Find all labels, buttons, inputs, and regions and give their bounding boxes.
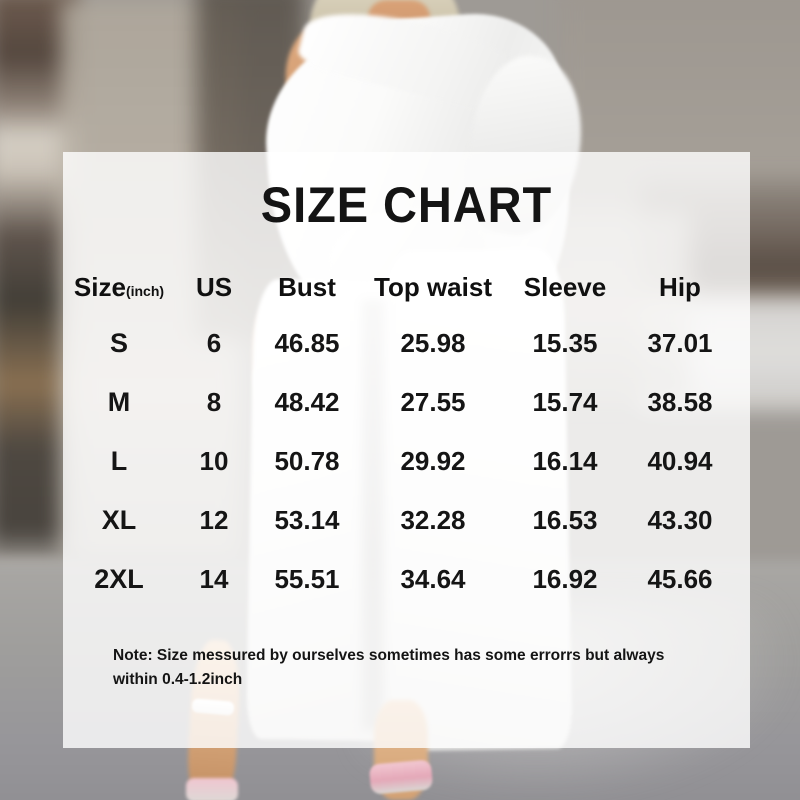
cell-us: 6 [206,328,222,358]
note-line-2: within 0.4-1.2inch [113,671,243,689]
table-row: S 6 46.85 25.98 15.35 37.01 [63,328,750,387]
cell-size: S [109,328,128,358]
cell-sleeve: 15.74 [532,387,598,417]
cell-hip: 40.94 [647,446,713,476]
cell-size: XL [101,505,137,535]
cell-size: L [110,446,128,476]
table-row: XL 12 53.14 32.28 16.53 43.30 [63,505,750,564]
note-line-1: Note: Size messured by ourselves sometim… [113,647,665,664]
cell-us: 12 [199,505,229,535]
cell-bust: 48.42 [274,387,340,417]
table-row: M 8 48.42 27.55 15.74 38.58 [63,387,750,446]
table-row: L 10 50.78 29.92 16.14 40.94 [63,446,750,505]
cell-us: 14 [199,564,229,594]
cell-us: 8 [206,387,222,417]
column-header-hip: Hip [659,272,701,302]
cell-hip: 43.30 [647,505,713,535]
cell-size: 2XL [94,564,144,594]
column-header-top-waist: Top waist [374,272,492,302]
cell-sleeve: 15.35 [532,328,598,358]
cell-sleeve: 16.92 [532,564,598,594]
size-chart-panel: SIZE CHART Size(inch) US Bust Top waist … [63,152,750,748]
cell-top-waist: 32.28 [400,505,466,535]
cell-hip: 45.66 [647,564,713,594]
model-left-sandal [186,778,238,800]
cell-sleeve: 16.53 [532,505,598,535]
page-title: SIZE CHART [260,177,553,233]
measurement-note: Note: Size messured by ourselves sometim… [113,644,703,692]
table-row: 2XL 14 55.51 34.64 16.92 45.66 [63,564,750,623]
cell-bust: 46.85 [274,328,340,358]
cell-top-waist: 25.98 [400,328,466,358]
cell-size: M [107,387,131,417]
cell-top-waist: 27.55 [400,387,466,417]
cell-bust: 55.51 [274,564,340,594]
column-header-size-unit: (inch) [125,283,165,299]
column-header-sleeve: Sleeve [523,272,607,302]
column-header-us: US [195,272,233,302]
cell-top-waist: 29.92 [400,446,466,476]
cell-sleeve: 16.14 [532,446,598,476]
cell-hip: 38.58 [647,387,713,417]
cell-bust: 50.78 [274,446,340,476]
column-header-size-label: Size [73,272,126,302]
cell-hip: 37.01 [647,328,713,358]
column-header-size: Size(inch) [63,272,175,303]
cell-us: 10 [199,446,229,476]
table-header-row: Size(inch) US Bust Top waist Sleeve Hip [63,272,750,328]
model-right-sandal [368,759,434,795]
cell-bust: 53.14 [274,505,340,535]
size-chart-table: Size(inch) US Bust Top waist Sleeve Hip … [63,272,750,623]
column-header-bust: Bust [278,272,336,302]
cell-top-waist: 34.64 [400,564,466,594]
